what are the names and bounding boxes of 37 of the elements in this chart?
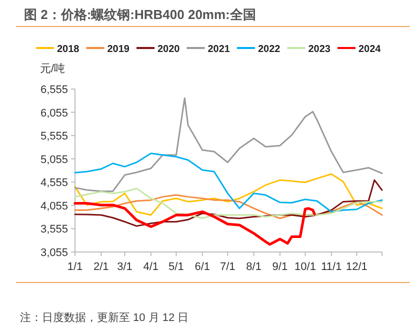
text: 注：日度数据，更新至 10 月 12 日: [20, 310, 189, 325]
legend-label: 2018: [57, 44, 80, 55]
line-series: [74, 152, 383, 212]
x-tick-label: 4/1: [143, 261, 159, 273]
x-tick-label: 6/1: [194, 261, 210, 273]
legend-label: 2022: [258, 44, 281, 55]
x-tick-label: 8/1: [246, 261, 262, 273]
x-tick-label: 5/1: [168, 261, 184, 273]
y-tick-label: 4,555: [40, 177, 68, 190]
y-tick-label: 6,555: [40, 84, 68, 96]
line-series: [74, 188, 383, 219]
legend-label: 2021: [208, 44, 230, 55]
y-tick-label: 5,055: [40, 154, 68, 166]
line-series: [74, 194, 383, 220]
y-tick-label: 6,055: [40, 107, 68, 120]
line-series: [74, 179, 383, 227]
legend-label: 2019: [107, 44, 130, 55]
y-axis-title: 元/吨: [40, 62, 66, 75]
legend-label: 2024: [358, 44, 382, 55]
line-series: [74, 97, 383, 192]
y-tick-label: 5,555: [40, 130, 68, 143]
x-tick-label: 12/1: [346, 261, 368, 273]
x-tick-label: 3/1: [117, 261, 132, 273]
x-tick-label: 7/1: [220, 261, 236, 273]
line-series: [74, 173, 383, 216]
x-tick-label: 1/1: [67, 261, 83, 273]
x-tick-label: 10/1: [294, 261, 316, 273]
y-tick-label: 3,555: [40, 224, 68, 236]
legend-label: 2023: [308, 44, 331, 55]
x-tick-label: 2/1: [93, 261, 109, 273]
chart-title: 图 2：价格:螺纹钢:HRB400 20mm:全国: [24, 6, 256, 24]
x-tick-label: 9/1: [272, 261, 288, 273]
legend-label: 2020: [158, 44, 180, 55]
y-tick-label: 4,055: [40, 200, 68, 212]
x-tick-label: 11/1: [321, 261, 342, 273]
line-series: [74, 202, 316, 246]
y-tick-label: 3,055: [40, 247, 68, 259]
